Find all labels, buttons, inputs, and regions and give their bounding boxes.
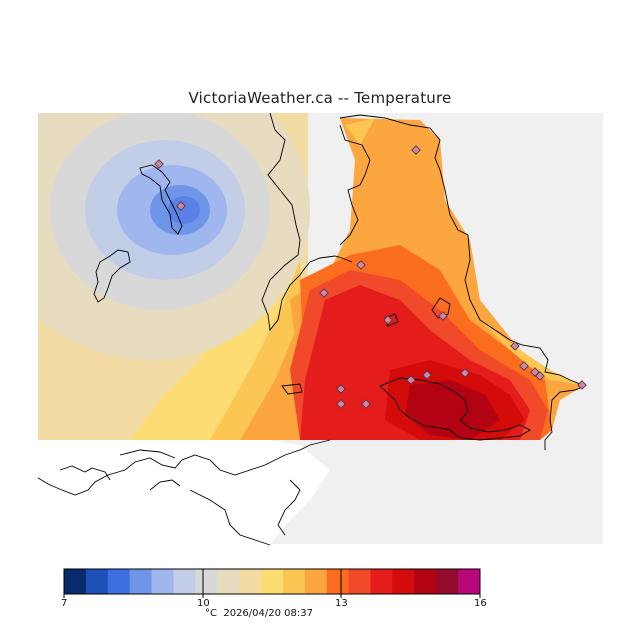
legend-color-cell <box>129 569 153 594</box>
station-marker <box>438 311 448 321</box>
legend-color-cell <box>239 569 262 594</box>
legend-color-cell <box>392 569 415 594</box>
legend-color-cell <box>217 569 240 594</box>
station-marker <box>361 399 371 409</box>
map-title: VictoriaWeather.ca -- Temperature <box>188 89 452 107</box>
legend-footer: °C 2026/04/20 08:37 <box>205 608 313 619</box>
station-marker <box>519 361 529 371</box>
legend-color-cell <box>370 569 393 594</box>
weather-stations <box>154 145 587 409</box>
station-marker <box>422 370 432 380</box>
legend-color-cell <box>348 569 372 594</box>
legend-color-cell <box>436 569 459 594</box>
station-marker <box>460 368 470 378</box>
station-marker <box>577 380 587 390</box>
legend-tick-label: 7 <box>61 598 68 609</box>
legend-tick-label: 16 <box>474 598 487 609</box>
station-marker <box>319 288 329 298</box>
coastlines <box>37 112 587 546</box>
station-marker <box>336 399 346 409</box>
legend-color-cell <box>326 569 350 594</box>
legend-tick-label: 13 <box>335 598 348 609</box>
legend-color-cell <box>282 569 306 594</box>
timestamp: 2026/04/20 08:37 <box>223 608 313 619</box>
units-label: °C <box>205 608 217 619</box>
no-data-land <box>38 440 603 544</box>
legend-color-cell <box>85 569 109 594</box>
station-marker <box>383 315 393 325</box>
station-marker <box>154 159 164 169</box>
legend-color-cell <box>458 569 481 594</box>
legend-color-cell <box>151 569 174 594</box>
station-marker <box>176 201 186 211</box>
legend-color-cell <box>107 569 131 594</box>
legend-color-cell <box>414 569 437 594</box>
legend-color-cell <box>261 569 284 594</box>
station-marker <box>510 341 520 351</box>
legend-color-cell <box>64 569 87 594</box>
legend-tick-label: 10 <box>197 598 210 609</box>
legend-color-cell <box>173 569 196 594</box>
station-marker <box>411 145 421 155</box>
station-marker <box>535 371 545 381</box>
station-marker <box>336 384 346 394</box>
legend-color-cell <box>195 569 218 594</box>
legend-color-cell <box>304 569 328 594</box>
west-temperature-field <box>38 113 310 440</box>
station-marker <box>356 260 366 270</box>
station-marker <box>406 375 416 385</box>
